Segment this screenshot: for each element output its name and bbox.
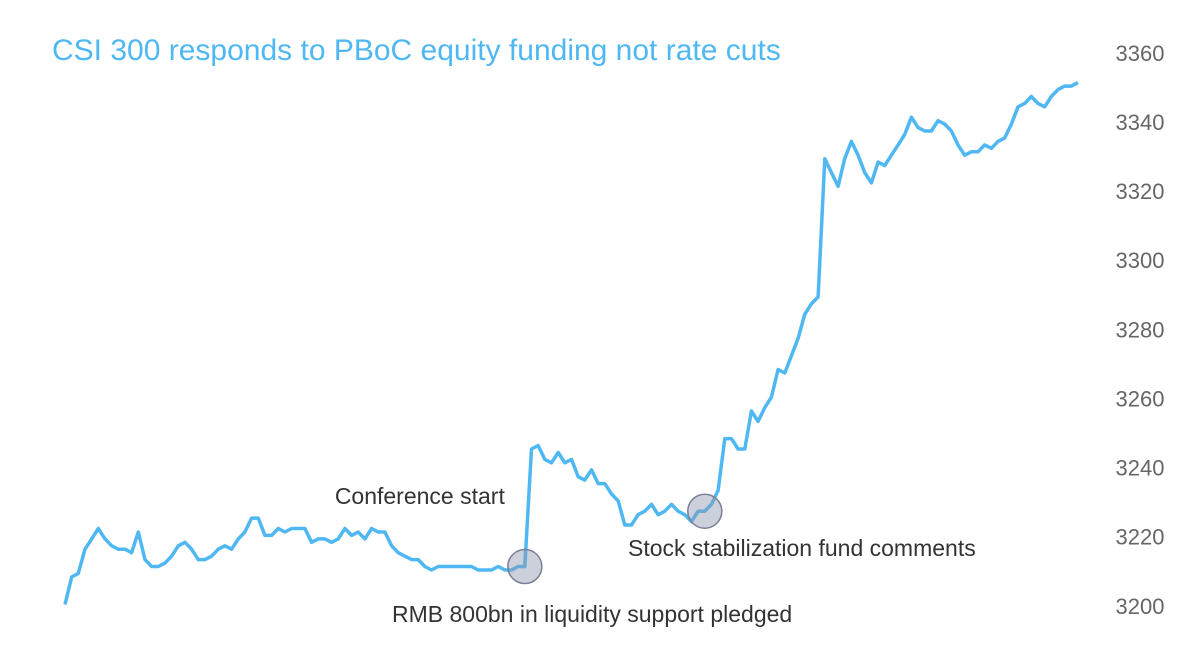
y-tick-label: 3340 [1116,110,1165,135]
y-tick-label: 3280 [1116,317,1165,342]
y-tick-label: 3260 [1116,386,1165,411]
annotation: RMB 800bn in liquidity support pledged [392,601,792,627]
annotation: Conference start [335,483,506,509]
y-tick-label: 3360 [1116,41,1165,66]
y-tick-label: 3300 [1116,248,1165,273]
event-marker [687,493,723,529]
chart-title: CSI 300 responds to PBoC equity funding … [52,34,781,67]
y-tick-label: 3320 [1116,179,1165,204]
y-tick-label: 3220 [1116,525,1165,550]
event-marker [507,548,543,585]
y-tick-label: 3240 [1116,456,1165,481]
y-tick-label: 3200 [1116,594,1165,619]
line [63,81,1079,605]
annotation: Stock stabilization fund comments [628,535,976,561]
